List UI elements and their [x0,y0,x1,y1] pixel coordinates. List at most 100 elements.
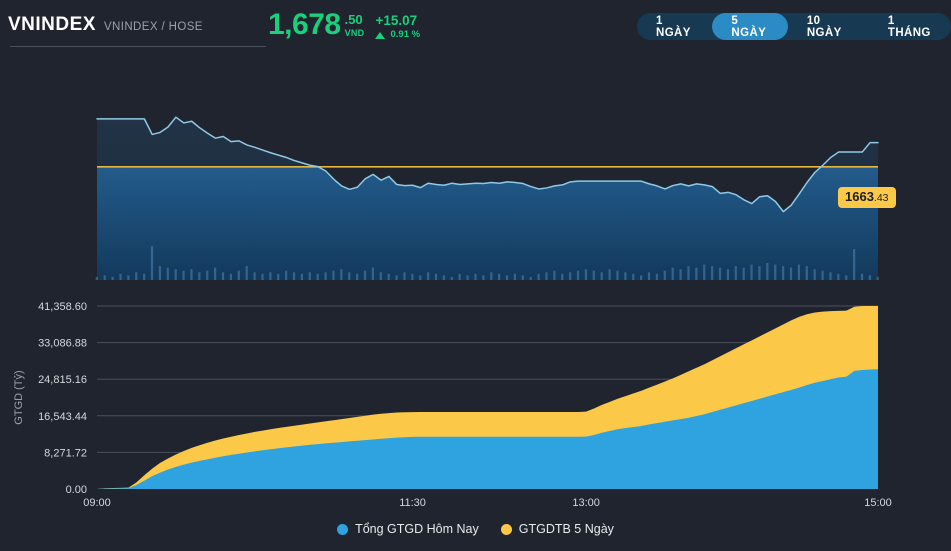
quote-block: 1,678 .50 VND +15.07 0.91 % [268,8,420,42]
price-chart[interactable]: 1663.43 [0,56,951,288]
volume-bar [387,273,390,280]
reference-price-int: 1663 [845,189,874,204]
volume-bar [876,276,879,280]
price-area-fill [97,117,878,280]
volume-bar [206,270,209,280]
volume-bar [119,273,122,280]
change-percent: 0.91 % [390,29,421,40]
volume-bar [379,272,382,280]
header-divider [10,46,266,47]
volume-bar [805,266,808,280]
volume-bar [837,273,840,280]
volume-bar [143,273,146,280]
y-tick-label: 8,271.72 [44,447,87,459]
volume-bar [198,272,201,280]
legend-label: GTGDTB 5 Ngày [518,522,614,536]
volume-bar [600,272,603,280]
y-tick-label: 0.00 [66,484,87,496]
x-tick-label: 11:30 [399,497,426,506]
volume-bar [687,266,690,280]
y-axis-title: GTGD (Tỷ) [13,370,25,424]
volume-bar [703,264,706,280]
volume-bar [624,272,627,280]
volume-bar [395,275,398,280]
volume-bar [513,273,517,280]
symbol-exchange-subtitle: VNINDEX / HOSE [103,21,203,33]
volume-bar [474,273,477,280]
volume-bar [537,273,540,280]
volume-bar [742,267,745,280]
change-block: +15.07 0.91 % [375,13,420,41]
volume-bar [758,266,761,280]
volume-bar [214,267,217,280]
volume-bar [363,270,367,280]
volume-bar [332,270,335,280]
volume-bar [750,264,753,280]
change-absolute: +15.07 [375,13,418,28]
volume-bar [569,272,572,280]
range-tab-1[interactable]: 5 NGÀY [712,13,788,40]
volume-bar [679,269,682,280]
volume-bar [813,269,816,280]
volume-bar [135,272,138,280]
volume-bar [308,272,311,280]
volume-bar [269,272,272,280]
y-tick-label: 16,543.44 [38,411,87,423]
volume-bar [458,273,461,280]
volume-bar [158,266,162,280]
volume-bar [348,272,351,280]
volume-bar [261,273,264,280]
volume-bar [647,272,651,280]
volume-bar [616,270,619,280]
volume-bar [403,272,406,280]
change-percent-row: 0.91 % [375,29,420,41]
legend-item-1[interactable]: GTGDTB 5 Ngày [500,522,614,536]
y-tick-label: 41,358.60 [38,301,87,313]
range-tab-0[interactable]: 1 NGÀY [656,14,691,39]
volume-bar [553,270,556,280]
area-series-today [97,369,878,489]
arrow-up-icon [375,31,386,39]
x-tick-label: 13:00 [572,497,600,506]
range-tab-3[interactable]: 1 THÁNG [887,14,931,39]
volume-bar [450,276,453,280]
volume-bar [277,273,280,280]
volume-bar [95,276,98,280]
volume-bar [174,269,177,280]
currency-label: VND [344,28,365,38]
reference-price-tag: 1663.43 [838,187,896,208]
y-tick-label: 33,086.88 [38,338,87,350]
legend-label: Tổng GTGD Hôm Nay [355,522,479,536]
volume-bar [285,270,288,280]
volume-bar [829,272,832,280]
volume-bar [190,269,193,280]
volume-bar [821,270,824,280]
volume-bar [663,270,666,280]
volume-bar [427,272,430,280]
volume-bar [324,272,327,280]
volume-bar [505,275,509,280]
range-tab-group[interactable]: 1 NGÀY 5 NGÀY 10 NGÀY 1 THÁNG [637,13,951,40]
volume-bar [229,273,233,280]
volume-bar [529,276,532,280]
turnover-chart[interactable]: 41,358.60 33,086.88 24,815.16 16,543.44 8,27… [0,288,951,506]
volume-bar [584,269,588,280]
volume-bar [253,272,256,280]
volume-bar [695,267,698,280]
range-tab-2[interactable]: 10 NGÀY [806,14,842,39]
header: VNINDEX VNINDEX / HOSE 1,678 .50 VND +15… [0,0,951,52]
reference-price-dec: .43 [873,192,889,204]
volume-bar [774,264,777,280]
legend-item-0[interactable]: Tổng GTGD Hôm Nay [337,522,479,536]
volume-bar [466,275,469,280]
volume-bar [860,273,864,280]
volume-bar [711,266,714,280]
volume-bar [797,264,801,280]
volume-bar [561,273,564,280]
volume-bar [150,246,154,280]
legend-swatch-icon [337,523,349,535]
volume-bar [245,266,248,280]
turnover-chart-svg: 41,358.60 33,086.88 24,815.16 16,543.44 8,27… [13,301,892,506]
volume-bar [845,275,848,280]
price-upper-veil [97,64,878,167]
